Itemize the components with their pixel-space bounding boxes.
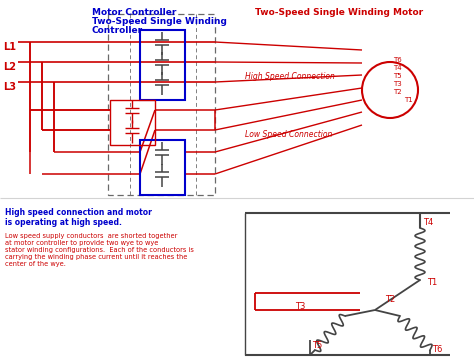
Text: T1: T1 (427, 278, 437, 287)
Text: Two-Speed Single Winding Motor: Two-Speed Single Winding Motor (255, 8, 423, 17)
Text: L2: L2 (3, 62, 16, 72)
Text: Low Speed Connection: Low Speed Connection (245, 130, 332, 139)
Text: High speed connection and motor
is operating at high speed.: High speed connection and motor is opera… (5, 208, 152, 227)
Text: T6: T6 (393, 57, 402, 63)
Text: T4: T4 (423, 218, 433, 227)
Text: T5: T5 (393, 73, 401, 79)
Text: Low speed supply conductors  are shorted together
at motor controller to provide: Low speed supply conductors are shorted … (5, 233, 194, 267)
Text: T5: T5 (312, 341, 322, 350)
Text: T2: T2 (385, 295, 395, 304)
Text: L1: L1 (3, 42, 16, 52)
Text: T1: T1 (404, 97, 413, 103)
Text: T6: T6 (432, 345, 442, 354)
Text: T3: T3 (393, 81, 402, 87)
Text: T3: T3 (295, 302, 305, 311)
Text: T4: T4 (393, 65, 401, 71)
Text: Controller: Controller (92, 26, 143, 35)
Text: L3: L3 (3, 82, 16, 92)
Text: Motor Controller: Motor Controller (92, 8, 176, 17)
Text: High Speed Connection: High Speed Connection (245, 72, 335, 81)
Text: T2: T2 (393, 89, 401, 95)
Text: Two-Speed Single Winding: Two-Speed Single Winding (92, 17, 227, 26)
